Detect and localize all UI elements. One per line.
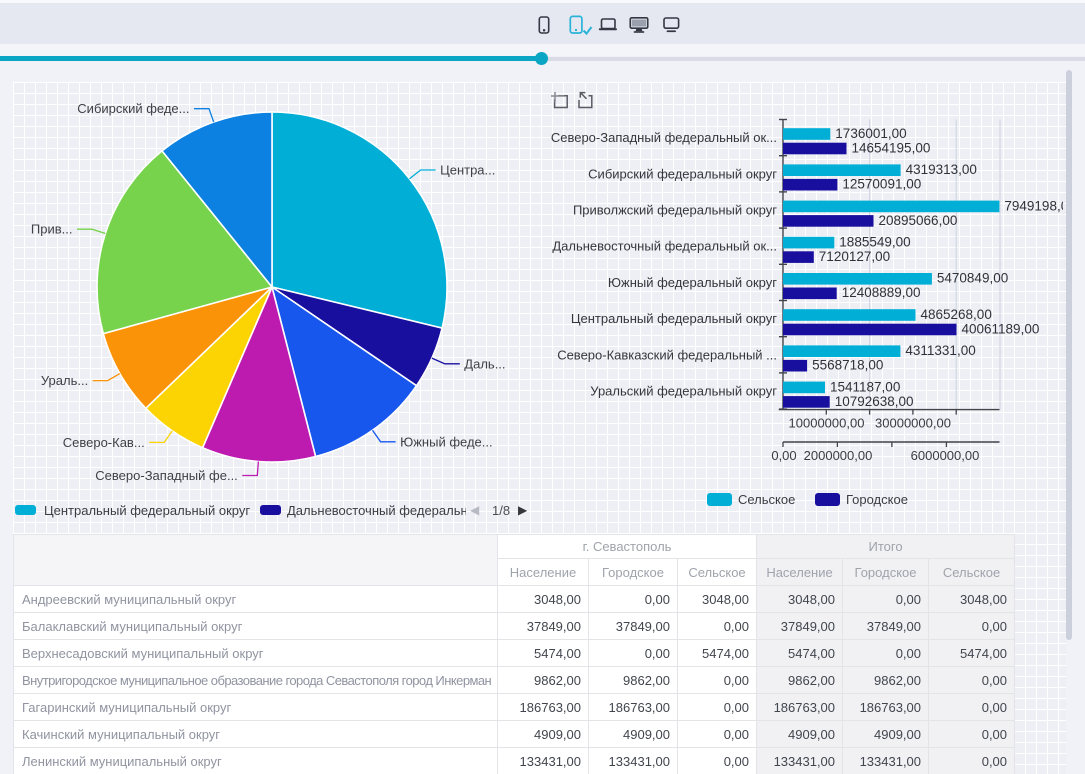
svg-text:6000000,00: 6000000,00 xyxy=(911,448,980,463)
svg-text:Сибирский федеральный округ: Сибирский федеральный округ xyxy=(588,166,777,181)
svg-text:Уральский федеральный округ: Уральский федеральный округ xyxy=(590,384,777,399)
svg-text:2000000,00: 2000000,00 xyxy=(804,448,873,463)
svg-text:Северо-Западный фе...: Северо-Западный фе... xyxy=(95,468,238,483)
svg-text:0,00: 0,00 xyxy=(771,448,796,463)
svg-text:7120127,00: 7120127,00 xyxy=(819,249,890,264)
svg-text:Северо-Кав...: Северо-Кав... xyxy=(63,435,145,450)
svg-text:4319313,00: 4319313,00 xyxy=(906,162,977,177)
svg-text:10792638,00: 10792638,00 xyxy=(835,394,914,409)
svg-text:5568718,00: 5568718,00 xyxy=(812,358,883,373)
svg-text:1736001,00: 1736001,00 xyxy=(835,126,906,141)
svg-text:7949198,00: 7949198,00 xyxy=(1004,198,1063,213)
svg-text:Дальневосточный федеральный ок: Дальневосточный федеральный ок... xyxy=(552,239,777,254)
svg-text:Даль...: Даль... xyxy=(464,356,505,371)
svg-text:4865268,00: 4865268,00 xyxy=(921,307,992,322)
svg-text:Северо-Кавказский федеральный: Северо-Кавказский федеральный ... xyxy=(557,347,777,362)
svg-text:12408889,00: 12408889,00 xyxy=(842,285,921,300)
svg-text:5470849,00: 5470849,00 xyxy=(937,271,1008,286)
svg-text:Центра...: Центра... xyxy=(440,163,495,178)
svg-text:Северо-Западный федеральный ок: Северо-Западный федеральный ок... xyxy=(551,130,777,145)
svg-text:20895066,00: 20895066,00 xyxy=(879,213,958,228)
svg-text:40061189,00: 40061189,00 xyxy=(962,321,1040,336)
svg-text:Центральный федеральный округ: Центральный федеральный округ xyxy=(571,311,777,326)
svg-text:12570091,00: 12570091,00 xyxy=(842,177,921,192)
svg-text:Ураль...: Ураль... xyxy=(41,373,88,388)
svg-text:Приволжский федеральный округ: Приволжский федеральный округ xyxy=(573,203,777,218)
svg-text:10000000,00: 10000000,00 xyxy=(789,416,865,431)
svg-text:1541187,00: 1541187,00 xyxy=(830,379,900,394)
svg-text:Сибирский феде...: Сибирский феде... xyxy=(77,101,189,116)
svg-text:Южный феде...: Южный феде... xyxy=(400,434,493,449)
svg-text:4311331,00: 4311331,00 xyxy=(905,343,975,358)
svg-text:14654195,00: 14654195,00 xyxy=(852,140,931,155)
svg-text:Прив...: Прив... xyxy=(31,222,73,237)
svg-text:30000000,00: 30000000,00 xyxy=(875,416,951,431)
svg-text:Южный федеральный округ: Южный федеральный округ xyxy=(608,275,777,290)
svg-text:1885549,00: 1885549,00 xyxy=(839,235,910,250)
